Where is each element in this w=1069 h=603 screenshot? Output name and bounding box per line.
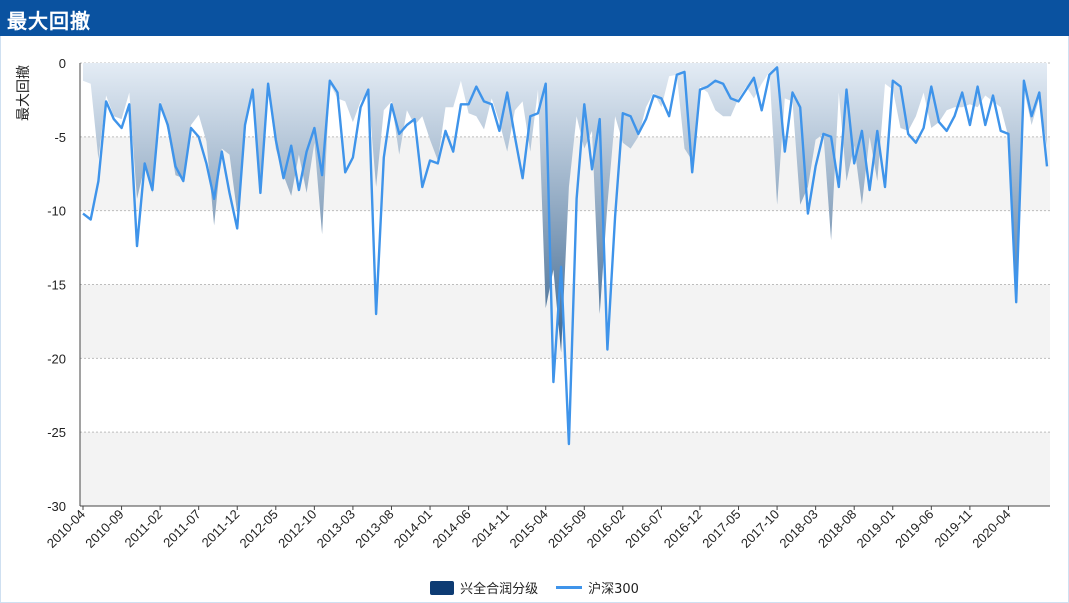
x-tick-label: 2019-06 xyxy=(892,507,936,551)
y-axis-label: 最大回撤 xyxy=(16,65,32,121)
y-tick-label: -25 xyxy=(47,425,66,440)
x-tick-label: 2011-07 xyxy=(160,507,204,551)
legend: 兴全合润分级 沪深300 xyxy=(0,578,1069,597)
legend-item-index[interactable]: 沪深300 xyxy=(556,578,639,597)
x-tick-label: 2011-02 xyxy=(122,507,166,551)
x-tick-label: 2012-05 xyxy=(237,507,281,551)
legend-label-fund: 兴全合润分级 xyxy=(460,582,539,597)
legend-label-index: 沪深300 xyxy=(588,582,639,597)
line-index xyxy=(82,66,1049,446)
x-tick-label: 2015-09 xyxy=(545,507,589,551)
x-tick-label: 2013-08 xyxy=(352,507,396,551)
x-tick-label: 2013-03 xyxy=(314,507,358,551)
axes xyxy=(79,63,1050,510)
series-area xyxy=(83,63,1047,353)
y-tick-label: -5 xyxy=(54,130,66,145)
x-tick-label: 2017-10 xyxy=(738,507,782,551)
x-tick-label: 2017-05 xyxy=(699,507,743,551)
x-tick-label: 2020-04 xyxy=(969,507,1013,551)
series-line xyxy=(82,66,1049,446)
x-tick-label: 2019-11 xyxy=(931,507,975,551)
y-tick-labels: 0 -5 -10 -15 -20 -25 -30 xyxy=(47,56,66,514)
x-tick-label: 2016-02 xyxy=(584,507,628,551)
x-tick-label: 2016-07 xyxy=(622,507,666,551)
x-tick-label: 2011-12 xyxy=(199,507,243,551)
y-tick-label: -10 xyxy=(47,204,66,219)
x-tick-label: 2015-04 xyxy=(506,507,550,551)
plot-band xyxy=(80,432,1050,506)
x-tick-label: 2012-10 xyxy=(275,507,319,551)
area-fund xyxy=(83,63,1047,353)
page-title: 最大回撤 xyxy=(7,9,91,33)
y-tick-label: -15 xyxy=(47,278,66,293)
legend-item-fund[interactable]: 兴全合润分级 xyxy=(430,578,538,597)
x-tick-label: 2018-03 xyxy=(776,507,820,551)
x-tick-labels: 2010-042010-092011-022011-072011-122012-… xyxy=(44,507,1014,551)
x-tick-label: 2016-12 xyxy=(661,507,705,551)
legend-swatch-area xyxy=(430,580,455,595)
y-tick-label: 0 xyxy=(59,56,66,71)
legend-swatch-line xyxy=(556,586,583,589)
x-tick-label: 2010-09 xyxy=(82,507,126,551)
y-tick-label: -30 xyxy=(47,499,66,514)
x-tick-label: 2014-06 xyxy=(429,507,473,551)
x-tick-label: 2018-08 xyxy=(815,507,859,551)
y-tick-label: -20 xyxy=(47,351,66,366)
x-tick-label: 2014-11 xyxy=(469,507,513,551)
x-tick-label: 2019-01 xyxy=(854,507,898,551)
title-bar: 最大回撤 xyxy=(0,0,1069,36)
x-tick-label: 2014-01 xyxy=(391,507,435,551)
